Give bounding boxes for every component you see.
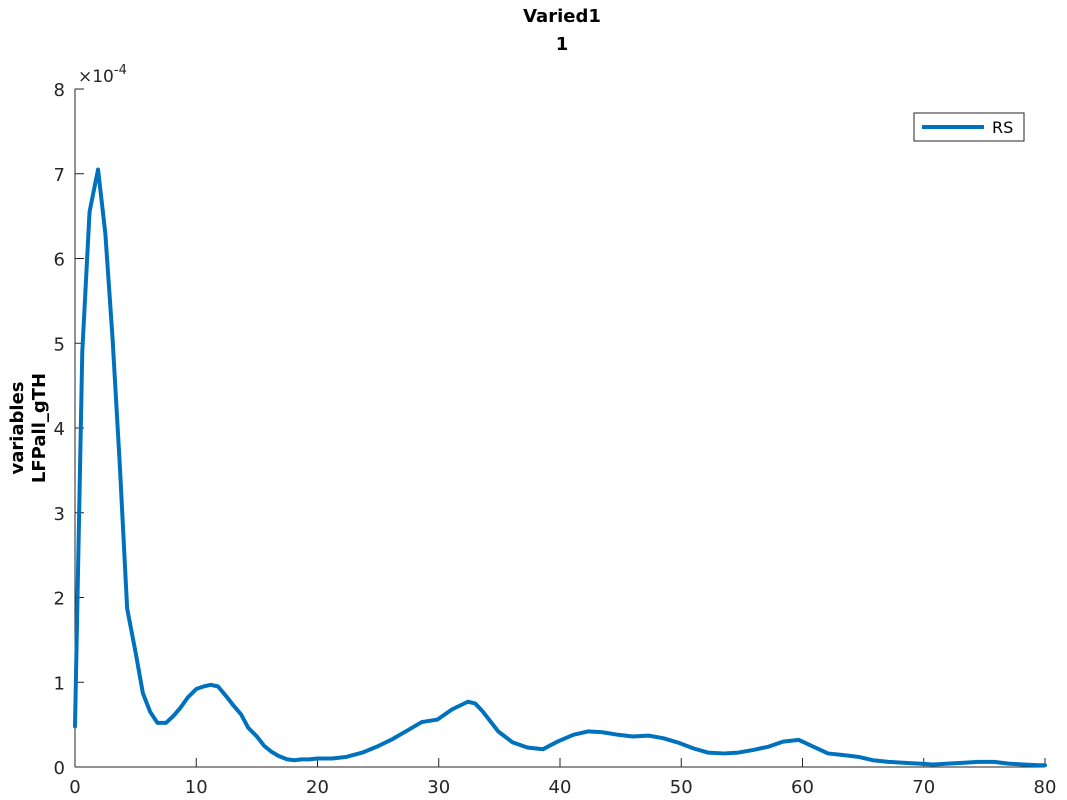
chart-title: Varied1 bbox=[523, 6, 601, 27]
axis-ticks bbox=[74, 88, 1046, 768]
x-tick-label-10: 10 bbox=[185, 777, 208, 798]
series-line-rs bbox=[73, 167, 1047, 768]
x-tick-label-60: 60 bbox=[791, 777, 814, 798]
y-tick-label-7: 7 bbox=[54, 165, 65, 186]
x-tick-label-40: 40 bbox=[549, 777, 572, 798]
x-tick-label-0: 0 bbox=[69, 777, 80, 798]
y-axis-exponent-base: ×10 bbox=[78, 67, 114, 87]
series-layer bbox=[73, 167, 1047, 768]
y-axis-label-line-1: variables bbox=[7, 381, 28, 474]
y-tick-label-0: 0 bbox=[54, 758, 65, 779]
legend-label-rs: RS bbox=[992, 118, 1013, 137]
y-tick-label-8: 8 bbox=[54, 80, 65, 101]
x-tick-label-20: 20 bbox=[306, 777, 329, 798]
y-axis-label-line-2: LFPall_gTH bbox=[29, 373, 50, 483]
y-tick-label-5: 5 bbox=[54, 334, 65, 355]
y-tick-label-4: 4 bbox=[54, 419, 65, 440]
y-axis-label: variables LFPall_gTH bbox=[7, 373, 50, 483]
legend: RS bbox=[913, 112, 1025, 142]
y-tick-label-1: 1 bbox=[54, 673, 65, 694]
x-tick-label-70: 70 bbox=[912, 777, 935, 798]
chart-subtitle: 1 bbox=[556, 34, 569, 55]
x-tick-label-80: 80 bbox=[1034, 777, 1057, 798]
y-tick-label-3: 3 bbox=[54, 504, 65, 525]
y-axis-exponent-power: -4 bbox=[114, 63, 127, 78]
axis-tick-labels: 0 10 20 30 40 50 60 70 80 0 1 2 3 4 5 6 7 8 bbox=[54, 80, 1057, 798]
x-tick-label-30: 30 bbox=[427, 777, 450, 798]
y-tick-label-6: 6 bbox=[54, 250, 65, 271]
x-tick-label-50: 50 bbox=[670, 777, 693, 798]
axes bbox=[74, 89, 1045, 768]
y-axis-exponent: ×10-4 bbox=[78, 63, 127, 87]
y-tick-label-2: 2 bbox=[54, 589, 65, 610]
